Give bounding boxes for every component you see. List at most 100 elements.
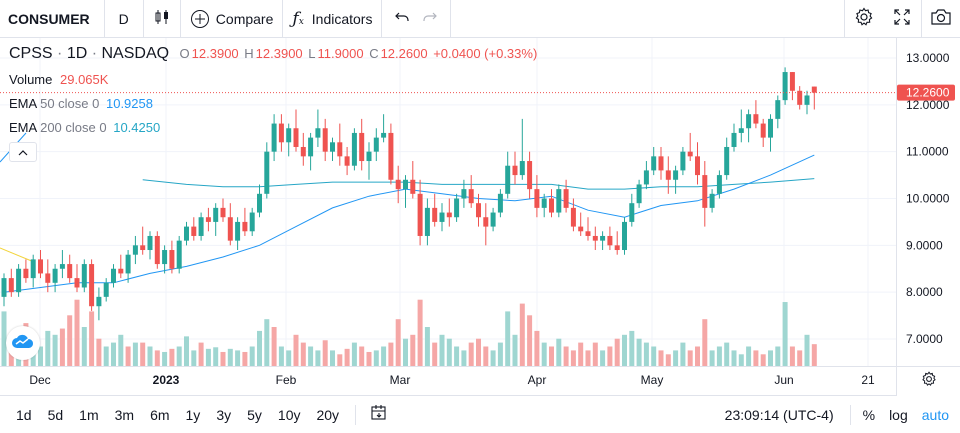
candle-body	[23, 268, 29, 279]
range-1d[interactable]: 1d	[16, 406, 32, 423]
snapshot-button[interactable]	[922, 0, 960, 38]
volume-bar	[147, 346, 153, 366]
range-5d[interactable]: 5d	[47, 406, 64, 423]
volume-bar	[45, 330, 51, 366]
separator	[355, 404, 357, 425]
range-3y[interactable]: 3y	[216, 406, 232, 423]
range-5y[interactable]: 5y	[247, 406, 262, 423]
candle-body	[454, 198, 460, 218]
range-6m[interactable]: 6m	[150, 406, 170, 423]
ema50-legend[interactable]: EMA 50 close 0 10.9258	[9, 96, 153, 111]
candle-body	[344, 156, 350, 166]
auto-toggle[interactable]: auto	[921, 406, 949, 423]
volume-bar	[89, 311, 95, 366]
candle-body	[731, 132, 737, 147]
symbol-search[interactable]: CONSUMER	[8, 10, 90, 27]
volume-bar	[344, 348, 350, 366]
range-3m[interactable]: 3m	[114, 406, 135, 423]
candle-body	[169, 250, 175, 269]
candle-body	[592, 235, 598, 241]
high-label: H	[244, 46, 254, 61]
candle-body	[147, 235, 153, 251]
range-1y[interactable]: 1y	[185, 406, 201, 423]
fullscreen-icon	[893, 8, 911, 31]
tradingview-logo[interactable]	[6, 326, 40, 360]
candle-body	[271, 123, 277, 152]
range-10y[interactable]: 10y	[277, 406, 301, 423]
volume-bar	[439, 334, 445, 366]
candle-body	[432, 207, 438, 222]
volume-bar	[366, 351, 372, 366]
redo-button[interactable]	[416, 0, 450, 38]
settings-button[interactable]	[845, 0, 883, 38]
candle-body	[439, 212, 445, 222]
volume-legend[interactable]: Volume 29.065K	[9, 72, 108, 87]
price-tick-label: 12.0000	[906, 98, 950, 112]
volume-bar	[74, 299, 80, 366]
legend-exchange: NASDAQ	[101, 45, 170, 62]
range-1m[interactable]: 1m	[79, 406, 99, 423]
candle-body	[330, 142, 335, 152]
volume-bar	[227, 348, 233, 366]
date-range-button[interactable]	[364, 404, 394, 425]
legend-interval: 1D	[66, 45, 88, 62]
price-tick-label: 10.0000	[906, 192, 950, 206]
undo-button[interactable]	[382, 0, 416, 38]
percent-toggle[interactable]: %	[862, 406, 876, 423]
low-value: 11.9000	[317, 46, 364, 61]
axis-settings-button[interactable]	[896, 367, 960, 396]
volume-bar	[235, 350, 241, 366]
chart-canvas[interactable]: 13.0000 12.0000 11.0000 10.0000 9.0000 8.0000…	[0, 38, 960, 367]
compare-button[interactable]: Compare	[181, 0, 283, 38]
time-axis[interactable]: Dec 2023 Feb Mar Apr May Jun 21	[0, 367, 896, 396]
candle-body	[278, 123, 284, 143]
candle-body	[351, 132, 357, 166]
gear-icon	[921, 371, 937, 392]
fullscreen-button[interactable]	[883, 0, 921, 38]
volume-bar	[753, 350, 759, 366]
volume-bar	[570, 350, 576, 366]
clock[interactable]: 23:09:14 (UTC-4)	[724, 406, 834, 423]
volume-bar	[709, 350, 715, 366]
candle-body	[286, 128, 292, 143]
candle-body	[176, 240, 182, 269]
price-tick-label: 9.0000	[906, 238, 943, 252]
candle-body	[797, 90, 803, 105]
range-20y[interactable]: 20y	[316, 406, 340, 423]
candle-body	[132, 245, 138, 255]
chart-pane[interactable]: 13.0000 12.0000 11.0000 10.0000 9.0000 8.0000…	[0, 38, 960, 367]
volume-bar	[264, 319, 270, 366]
volume-bar	[636, 338, 642, 366]
candle-body	[52, 268, 58, 283]
volume-bar	[162, 351, 168, 366]
interval-button[interactable]: D	[118, 10, 129, 27]
open-label: O	[179, 46, 190, 61]
candle-body	[198, 217, 204, 236]
candle-body	[811, 86, 817, 93]
indicators-button[interactable]: ƒx Indicators	[283, 0, 381, 38]
volume-bar	[140, 342, 146, 366]
log-toggle[interactable]: log	[889, 406, 908, 423]
candle-body	[154, 235, 160, 265]
ema200-legend[interactable]: EMA 200 close 0 10.4250	[9, 120, 160, 135]
separator	[142, 0, 144, 38]
volume-bar	[257, 330, 262, 366]
separator	[179, 0, 181, 38]
collapse-legend-button[interactable]	[9, 142, 37, 162]
volume-bar	[286, 350, 292, 366]
volume-bar	[351, 342, 357, 366]
candle-body	[359, 132, 365, 162]
ema200-params: 200 close 0	[40, 120, 107, 135]
volume-bar	[308, 346, 314, 366]
volume-bar	[687, 350, 693, 366]
volume-bar	[497, 342, 503, 366]
chart-type-button[interactable]	[144, 0, 180, 38]
volume-bar	[52, 334, 58, 366]
candle-body	[366, 151, 372, 162]
volume-bar	[578, 342, 584, 366]
volume-bar	[59, 328, 65, 366]
volume-bar	[446, 338, 452, 366]
candle-body	[191, 226, 197, 236]
time-tick-label: Feb	[275, 373, 297, 387]
dot-separator: ·	[91, 45, 98, 62]
